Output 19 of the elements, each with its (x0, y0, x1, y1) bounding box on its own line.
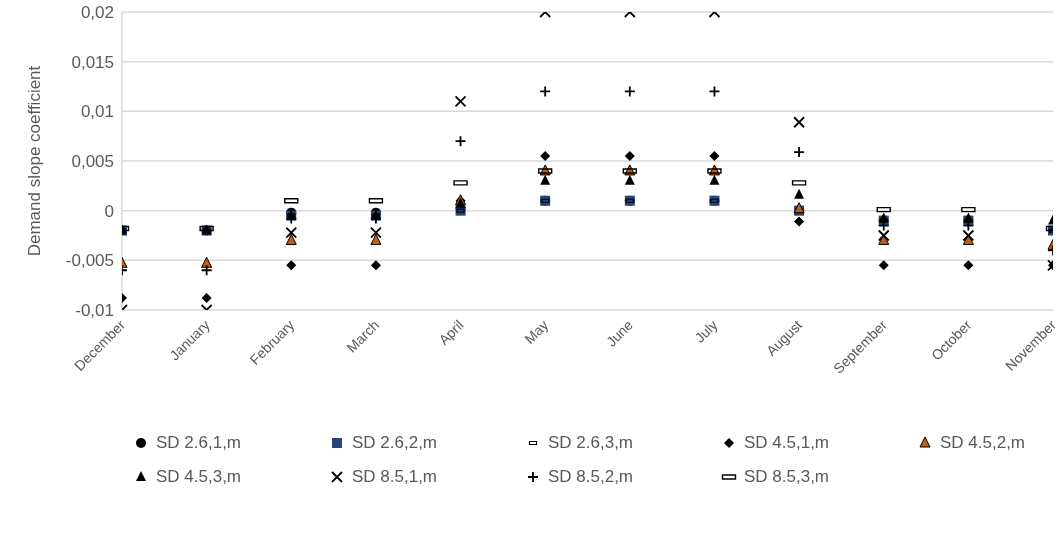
legend-label: SD 4.5,1,m (744, 433, 830, 453)
legend-label: SD 4.5,3,m (156, 467, 242, 487)
y-axis-title: Demand slope coefficient (25, 65, 45, 257)
y-tick-label: 0 (104, 201, 114, 221)
legend-label: SD 8.5,3,m (744, 467, 830, 487)
y-tick-label: -0,01 (75, 301, 114, 321)
legend-label: SD 2.6,3,m (548, 433, 634, 453)
x-tick-label: July (691, 316, 721, 346)
legend-label: SD 8.5,2,m (548, 467, 634, 487)
x-tick-label: May (521, 316, 552, 347)
y-tick-label: -0,005 (65, 251, 114, 271)
y-tick-label: 0,015 (71, 52, 114, 72)
legend-label: SD 2.6,2,m (352, 433, 438, 453)
y-tick-label: 0,005 (71, 152, 114, 172)
y-tick-label: 0,01 (80, 102, 114, 122)
legend-label: SD 8.5,1,m (352, 467, 438, 487)
legend-label: SD 4.5,2,m (940, 433, 1026, 453)
legend-label: SD 2.6,1,m (156, 433, 242, 453)
y-tick-label: 0,02 (80, 3, 114, 23)
